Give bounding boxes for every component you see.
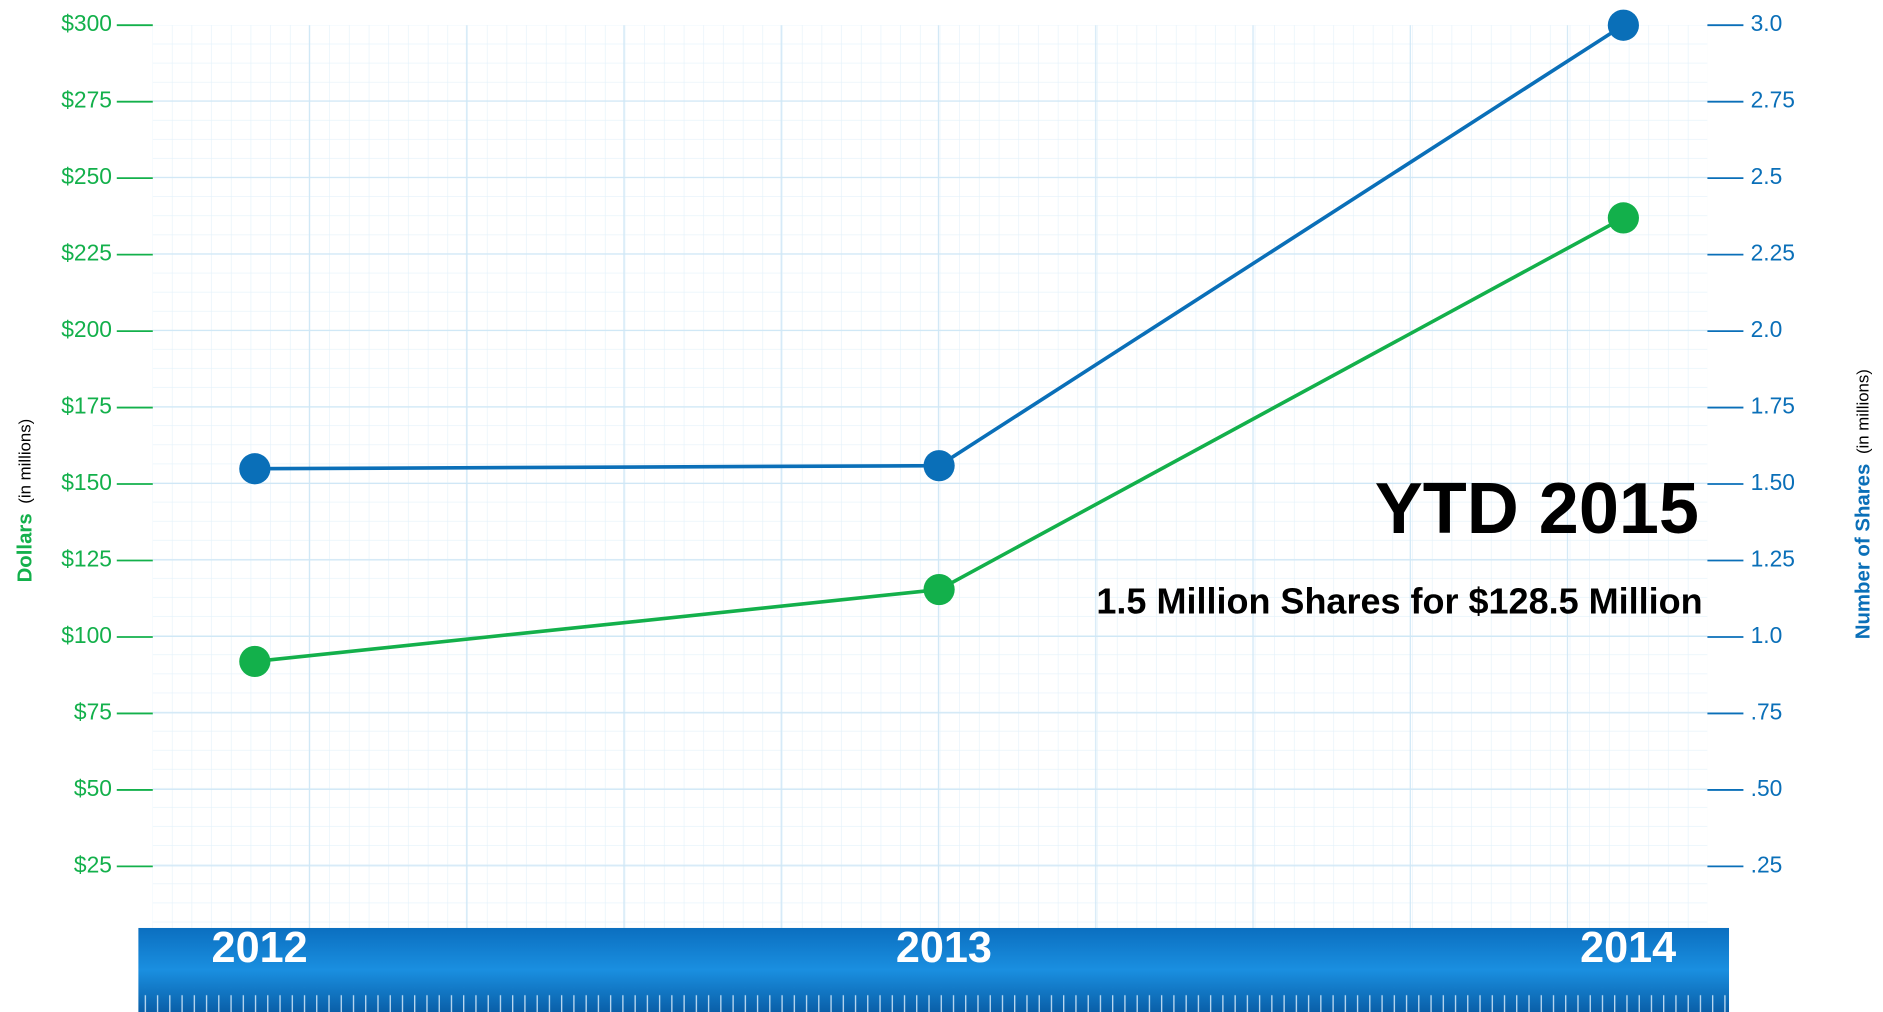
y-tick-label: $200 [61, 316, 112, 342]
y-tick-label: $125 [61, 546, 112, 572]
x-tick-label: 2012 [212, 924, 308, 972]
y-tick-label: $300 [61, 10, 112, 36]
data-point [923, 450, 955, 482]
data-point [1607, 202, 1639, 234]
y-tick-label: $100 [61, 622, 112, 648]
y-tick-label: $50 [74, 775, 112, 801]
y-axis-unit: (in millions) [16, 419, 35, 504]
y2-tick-label: .25 [1751, 851, 1783, 877]
ruler-ticks [138, 987, 1730, 1012]
y2-tick-label: 3.0 [1751, 10, 1783, 36]
y-tick-label: $75 [74, 698, 112, 724]
x-tick-label: 2013 [896, 924, 992, 972]
y2-axis-label: Number of Shares (in millions) [1853, 369, 1875, 639]
y-tick-label: $25 [74, 851, 112, 877]
y2-tick-label: 2.5 [1751, 163, 1783, 189]
y-tick-label: $275 [61, 87, 112, 113]
y-tick-label: $225 [61, 240, 112, 266]
data-point [239, 645, 271, 678]
y2-tick-label: 1.0 [1751, 622, 1783, 648]
y2-tick-label: .50 [1751, 775, 1783, 801]
data-point [923, 573, 955, 606]
y-tick-label: $250 [61, 163, 112, 189]
y2-axis-title: Number of Shares [1853, 464, 1875, 640]
y-tick-label: $150 [61, 469, 112, 495]
y2-tick-label: 1.50 [1751, 469, 1795, 495]
y2-tick-label: .75 [1751, 698, 1783, 724]
y2-tick-label: 2.0 [1751, 316, 1783, 342]
y2-tick-label: 1.75 [1751, 393, 1795, 419]
y-axis-label: Dollars (in millions) [15, 419, 37, 583]
y-axis-title: Dollars [15, 513, 37, 582]
x-tick-label: 2014 [1580, 924, 1676, 972]
y-tick-label: $175 [61, 393, 112, 419]
annotation-subtitle: 1.5 Million Shares for $128.5 Million [1096, 580, 1702, 621]
data-point [1607, 9, 1639, 41]
y2-tick-label: 2.75 [1751, 87, 1795, 113]
data-point [239, 453, 271, 485]
annotation-title: YTD 2015 [1375, 469, 1699, 549]
y2-tick-label: 2.25 [1751, 240, 1795, 266]
y2-tick-label: 1.25 [1751, 546, 1795, 572]
y2-axis-unit: (in millions) [1854, 369, 1873, 454]
